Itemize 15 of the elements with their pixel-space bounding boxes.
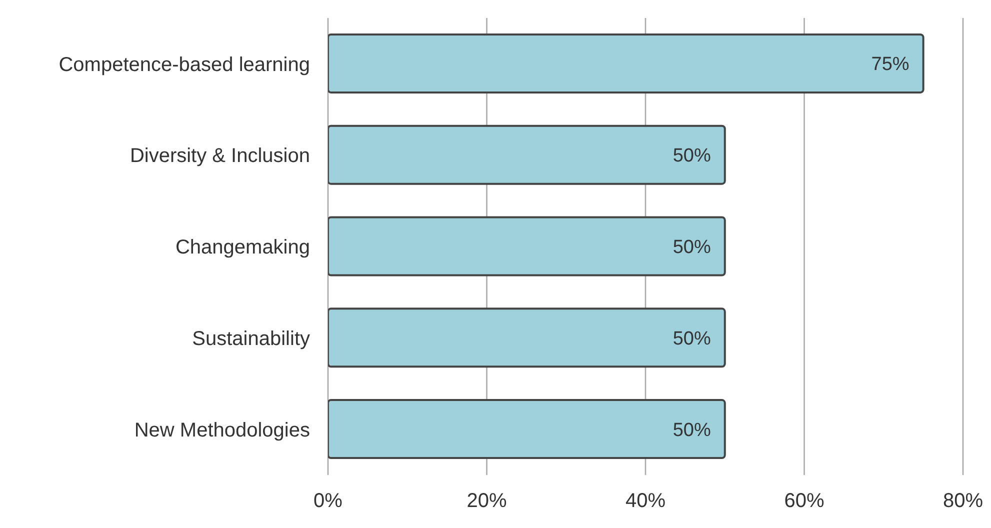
data-label: 75% (871, 54, 910, 76)
y-tick-label: New Methodologies (134, 419, 310, 442)
x-tick-label: 60% (784, 490, 824, 512)
y-tick-label: Changemaking (175, 236, 310, 259)
x-tick-label: 80% (942, 490, 984, 512)
data-label: 50% (672, 146, 711, 167)
x-tick-label: 20% (466, 490, 507, 512)
data-label: 50% (672, 420, 711, 441)
y-tick-label: Diversity & Inclusion (130, 145, 310, 168)
y-tick-label: Sustainability (192, 328, 310, 350)
data-label: 50% (672, 328, 711, 350)
x-tick-label: 40% (625, 490, 666, 512)
data-label: 50% (672, 236, 711, 258)
y-tick-label: Competence-based learning (58, 54, 310, 76)
x-tick-label: 0% (314, 490, 343, 512)
